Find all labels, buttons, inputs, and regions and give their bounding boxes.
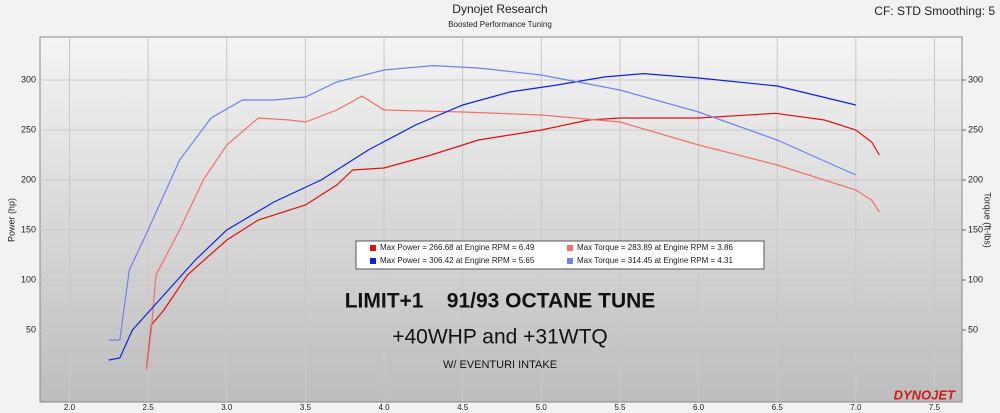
x-tick-label: 3.0 <box>221 403 233 412</box>
legend-box <box>355 240 765 270</box>
x-tick-label: 6.0 <box>693 403 705 412</box>
x-tick-label: 4.0 <box>378 403 390 412</box>
y-tick-label: 100 <box>21 274 36 284</box>
legend-label: Max Torque = 283.89 at Engine RPM = 3.86 <box>577 243 734 252</box>
y2-tick-label: 300 <box>968 74 983 84</box>
legend-label: Max Torque = 314.45 at Engine RPM = 4.31 <box>577 256 734 265</box>
y2-tick-label: 250 <box>968 124 983 134</box>
y-tick-label: 300 <box>21 74 36 84</box>
y2-tick-label: 100 <box>968 274 983 284</box>
settings-label: CF: STD Smoothing: 5 <box>874 4 995 18</box>
legend-swatch <box>567 258 573 264</box>
plot-area <box>39 36 963 403</box>
y2-tick-label: 200 <box>968 174 983 184</box>
x-tick-label: 6.5 <box>772 403 784 412</box>
x-tick-label: 5.0 <box>536 403 548 412</box>
logo: DYNOJET <box>894 387 956 402</box>
y-tick-label: 200 <box>21 174 36 184</box>
y-axis-label: Power (hp) <box>6 198 16 242</box>
annotation-intake: W/ EVENTURI INTAKE <box>443 359 557 371</box>
y-tick-label: 50 <box>26 324 36 334</box>
data-line <box>108 64 857 341</box>
y2-axis-label: Torque (ft-lbs) <box>983 192 993 248</box>
legend-swatch <box>370 258 376 264</box>
x-tick-label: 7.5 <box>929 403 941 412</box>
data-line <box>146 95 880 371</box>
x-tick-label: 2.0 <box>64 403 76 412</box>
legend-swatch <box>370 245 376 251</box>
x-tick-label: 5.5 <box>614 403 626 412</box>
y2-tick-label: 150 <box>968 224 983 234</box>
y-tick-label: 250 <box>21 124 36 134</box>
x-tick-label: 7.0 <box>850 403 862 412</box>
y-tick-label: 150 <box>21 224 36 234</box>
chart-title: Dynojet Research <box>452 2 547 16</box>
annotation-title: LIMIT+1 91/93 OCTANE TUNE <box>345 290 656 313</box>
data-line <box>146 112 880 369</box>
data-line <box>108 72 856 361</box>
chart-subtitle: Boosted Performance Tuning <box>448 20 552 29</box>
x-tick-label: 2.5 <box>143 403 155 412</box>
annotation-gains: +40WHP and +31WTQ <box>392 326 608 349</box>
y2-tick-label: 50 <box>968 324 978 334</box>
x-tick-label: 4.5 <box>457 403 469 412</box>
x-tick-label: 3.5 <box>300 403 312 412</box>
legend-label: Max Power = 306.42 at Engine RPM = 5.65 <box>380 256 535 265</box>
legend-swatch <box>567 245 573 251</box>
legend-label: Max Power = 266.68 at Engine RPM = 6.49 <box>380 243 535 252</box>
